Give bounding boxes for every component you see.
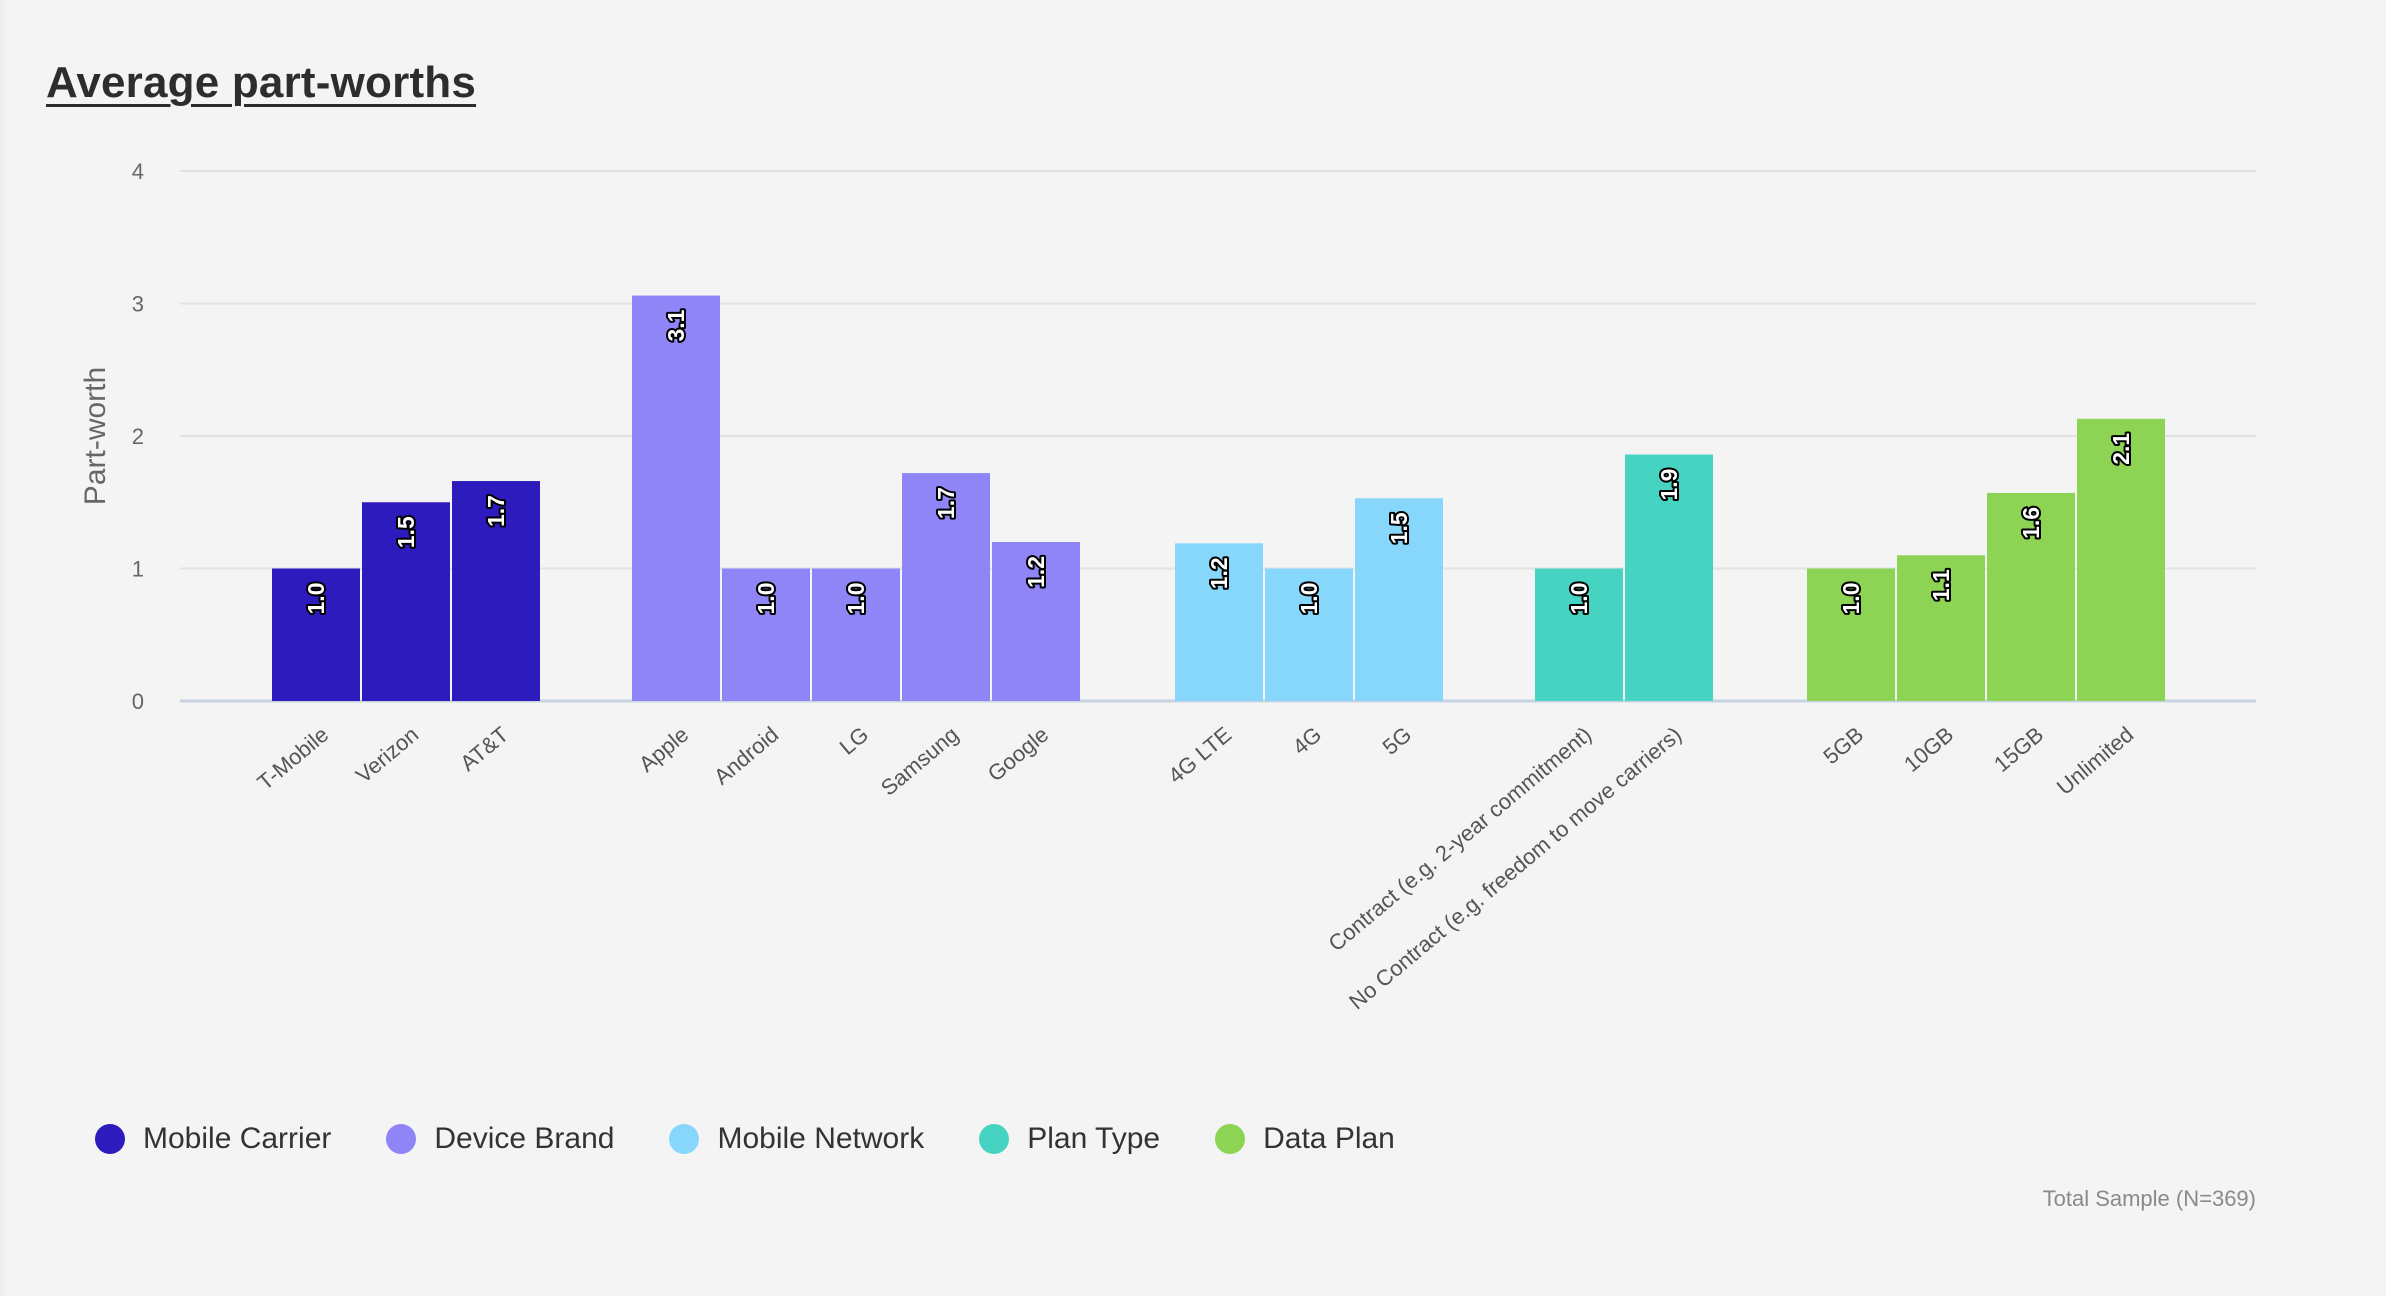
x-category-label: Verizon [351,722,423,788]
bar-samsung[interactable] [902,473,990,701]
bar-value-label: 1.5 [1386,512,1412,544]
x-category-label: Apple [634,722,693,777]
sample-size-note: Total Sample (N=369) [2042,1186,2256,1211]
x-category-label: 5GB [1818,722,1868,769]
bar-4g[interactable] [1265,568,1353,702]
legend-swatch [386,1124,417,1154]
bar-10gb[interactable] [1897,555,1985,701]
x-category-label: No Contract (e.g. freedom to move carrie… [1344,722,1686,1015]
legend-swatch [95,1124,125,1154]
y-tick-label: 4 [132,159,144,184]
bar-value-label: 1.2 [1206,557,1232,589]
bars [272,295,2165,702]
bar-5g[interactable] [1355,498,1443,701]
y-axis-label: Part-worth [79,367,112,505]
x-category-label: Samsung [876,722,963,801]
x-category-label: T-Mobile [253,722,334,795]
legend-swatch [979,1124,1010,1154]
x-category-label: Unlimited [2052,722,2138,800]
x-category-label: 10GB [1899,722,1958,777]
legend-item-device-brand[interactable]: Device Brand [386,1122,614,1156]
bar-value-label: 1.0 [1838,583,1864,615]
legend-label: Device Brand [434,1122,615,1155]
bar-android[interactable] [722,568,810,702]
y-tick-label: 3 [132,292,144,317]
bar-value-label: 1.5 [393,516,419,548]
x-category-label: Google [983,722,1053,787]
bar-value-label: 2.1 [2108,433,2134,465]
legend-swatch [669,1124,700,1154]
bar-value-label: 1.6 [2018,507,2044,539]
bar-value-label: 1.9 [1656,469,1682,501]
bar-5gb[interactable] [1807,568,1895,702]
bar-verizon[interactable] [362,502,450,701]
legend-item-data-plan[interactable]: Data Plan [1215,1122,1395,1156]
bar-value-label: 1.7 [483,495,509,527]
bar-apple[interactable] [632,295,720,701]
chart-legend: Mobile Carrier Device Brand Mobile Network… [95,1122,1450,1156]
bar-t-mobile[interactable] [272,568,360,702]
x-category-label: AT&T [455,722,513,776]
x-category-label: 15GB [1989,722,2048,777]
bar-lg[interactable] [812,568,900,702]
x-category-label: Android [709,722,783,790]
x-category-labels: T-Mobile Verizon AT&T Apple Android LG Samsung… [253,722,2139,1015]
bar-4g-lte[interactable] [1175,543,1263,701]
bar-15gb[interactable] [1987,492,2075,701]
bar-google[interactable] [992,542,1080,701]
y-tick-label: 2 [132,424,144,449]
bar-value-label: 3.1 [663,309,689,341]
bar-value-label: 1.0 [843,583,869,615]
bar-value-label: 1.7 [933,487,959,519]
legend-swatch [1215,1124,1246,1154]
bar-at-t[interactable] [452,481,540,701]
y-tick-label: 0 [132,689,144,714]
bar-value-label: 1.1 [1928,569,1954,601]
legend-item-mobile-network[interactable]: Mobile Network [669,1122,924,1156]
legend-item-mobile-carrier[interactable]: Mobile Carrier [95,1122,331,1156]
bar-unlimited[interactable] [2077,418,2165,701]
bar-value-label: 1.0 [753,583,779,615]
bar-no-contract-e-g-freedom-to-move-carriers-[interactable] [1625,454,1713,701]
legend-label: Plan Type [1027,1122,1161,1155]
y-tick-label: 1 [132,557,144,582]
x-category-label: 4G LTE [1163,722,1236,789]
bar-contract-e-g-2-year-commitment-[interactable] [1535,568,1623,702]
legend-label: Mobile Carrier [143,1122,332,1155]
legend-label: Mobile Network [717,1122,925,1155]
legend-label: Data Plan [1263,1122,1395,1155]
x-category-label: 5G [1378,722,1417,760]
bar-value-label: 1.0 [1566,583,1592,615]
legend-item-plan-type[interactable]: Plan Type [979,1122,1160,1156]
value-labels: 1.0 1.5 1.7 3.1 1.0 1.0 1.7 1.2 1.2 1.0 1.5 1.0 1.9 1… [301,307,2136,616]
chart-title: Average part-worths [46,58,477,107]
bar-value-label: 1.0 [1296,583,1322,615]
bar-value-label: 1.2 [1023,556,1049,588]
x-category-label: LG [835,722,874,760]
y-axis-ticks: 0 1 2 3 4 [132,159,144,714]
x-category-label: 4G [1288,722,1327,760]
bar-value-label: 1.0 [303,583,329,615]
